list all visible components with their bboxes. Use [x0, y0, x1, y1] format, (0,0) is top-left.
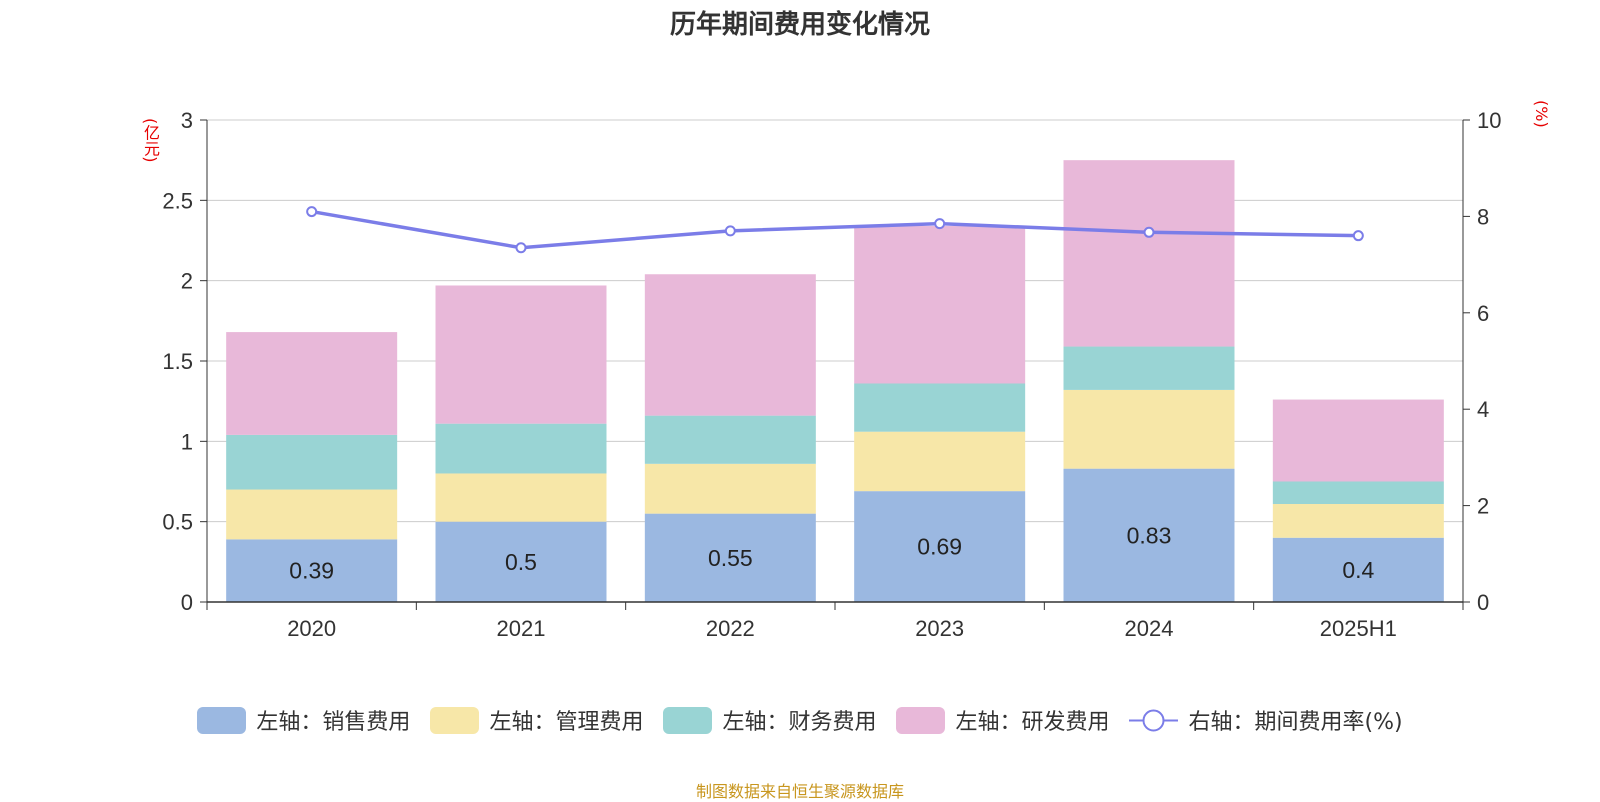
x-axis-tick-label: 2025H1 [1320, 616, 1397, 641]
bar-3-2020 [226, 332, 398, 435]
right-axis-tick-label: 2 [1477, 494, 1489, 519]
rate-point-2022 [724, 225, 736, 237]
legend: 左轴：销售费用 左轴：管理费用 左轴：财务费用 左轴：研发费用 右轴：期间费用率… [0, 704, 1600, 736]
bar-2-2021 [435, 423, 607, 474]
right-axis-unit: (%) [1532, 100, 1551, 128]
rate-point-2021 [515, 242, 527, 254]
legend-line-marker-icon [1129, 709, 1179, 731]
left-axis-tick-label: 0.5 [162, 510, 193, 535]
legend-item-finance[interactable]: 左轴：财务费用 [663, 704, 876, 736]
bar-3-2023 [854, 226, 1026, 384]
legend-label-rate: 右轴：期间费用率(%) [1188, 710, 1403, 735]
bar-data-label: 0.55 [708, 545, 753, 571]
left-axis-tick-label: 2 [181, 269, 193, 294]
bar-0-2025H1 [1272, 537, 1444, 602]
legend-label-rnd: 左轴：研发费用 [955, 710, 1110, 735]
right-axis-tick-label: 4 [1477, 397, 1489, 422]
bar-3-2022 [644, 274, 816, 416]
left-axis-tick-label: 2.5 [162, 188, 193, 213]
bar-1-2023 [854, 431, 1026, 492]
rate-point-2023 [934, 218, 946, 230]
x-axis-tick-label: 2020 [287, 616, 336, 641]
legend-label-admin: 左轴：管理费用 [489, 710, 644, 735]
bar-data-label: 0.5 [505, 549, 537, 575]
bar-data-label: 0.69 [917, 534, 962, 560]
data-source-note: 制图数据来自恒生聚源数据库 [695, 782, 904, 801]
bar-2-2022 [644, 415, 816, 464]
bar-1-2020 [226, 489, 398, 540]
bar-1-2024 [1063, 389, 1235, 469]
legend-label-sales: 左轴：销售费用 [256, 710, 411, 735]
legend-swatch-sales [197, 706, 247, 734]
bar-0-2023 [854, 491, 1026, 602]
bar-3-2024 [1063, 160, 1235, 347]
rate-line [311, 209, 1359, 250]
legend-item-sales[interactable]: 左轴：销售费用 [197, 704, 410, 736]
legend-item-rate[interactable]: 右轴：期间费用率(%) [1129, 704, 1403, 736]
bar-2-2024 [1063, 346, 1235, 390]
x-axis-tick-label: 2021 [497, 616, 546, 641]
rate-point-2025H1 [1352, 230, 1364, 242]
legend-swatch-finance [663, 706, 713, 734]
bar-1-2025H1 [1272, 503, 1444, 538]
rate-point-2024 [1143, 226, 1155, 238]
legend-swatch-rnd [896, 706, 946, 734]
chart-title: 历年期间费用变化情况 [669, 10, 930, 40]
right-axis-tick-label: 10 [1477, 108, 1501, 133]
bar-0-2020 [226, 539, 398, 602]
right-axis-tick-label: 0 [1477, 590, 1489, 615]
legend-label-finance: 左轴：财务费用 [722, 710, 877, 735]
bar-1-2021 [435, 473, 607, 522]
left-axis-tick-label: 1.5 [162, 349, 193, 374]
bar-data-label: 0.4 [1342, 557, 1374, 583]
x-axis-tick-label: 2022 [706, 616, 755, 641]
bar-1-2022 [644, 463, 816, 514]
chart-plot: 0 0.5 1 1.5 2 2.5 3 0 2 4 6 8 10 0.39 0.5 0.55 0.69 0.83 0… [162, 108, 1501, 641]
bar-2-2025H1 [1272, 481, 1444, 504]
bar-3-2025H1 [1272, 399, 1444, 482]
left-axis-unit: (亿元) [141, 118, 160, 163]
left-axis-tick-label: 1 [181, 429, 193, 454]
legend-item-admin[interactable]: 左轴：管理费用 [430, 704, 643, 736]
bar-0-2021 [435, 521, 607, 602]
left-axis-tick-label: 0 [181, 590, 193, 615]
bar-0-2024 [1063, 468, 1235, 602]
bar-2-2020 [226, 434, 398, 490]
right-axis-tick-label: 8 [1477, 204, 1489, 229]
right-axis-tick-label: 6 [1477, 301, 1489, 326]
bar-3-2021 [435, 285, 607, 424]
x-axis-tick-label: 2023 [915, 616, 964, 641]
legend-swatch-admin [430, 706, 480, 734]
left-axis-tick-label: 3 [181, 108, 193, 133]
legend-item-rnd[interactable]: 左轴：研发费用 [896, 704, 1109, 736]
bar-data-label: 0.39 [289, 558, 334, 584]
bar-data-label: 0.83 [1127, 522, 1172, 548]
bar-2-2023 [854, 383, 1026, 432]
rate-point-2020 [306, 206, 318, 218]
bar-0-2022 [644, 513, 816, 602]
x-axis-tick-label: 2024 [1125, 616, 1174, 641]
